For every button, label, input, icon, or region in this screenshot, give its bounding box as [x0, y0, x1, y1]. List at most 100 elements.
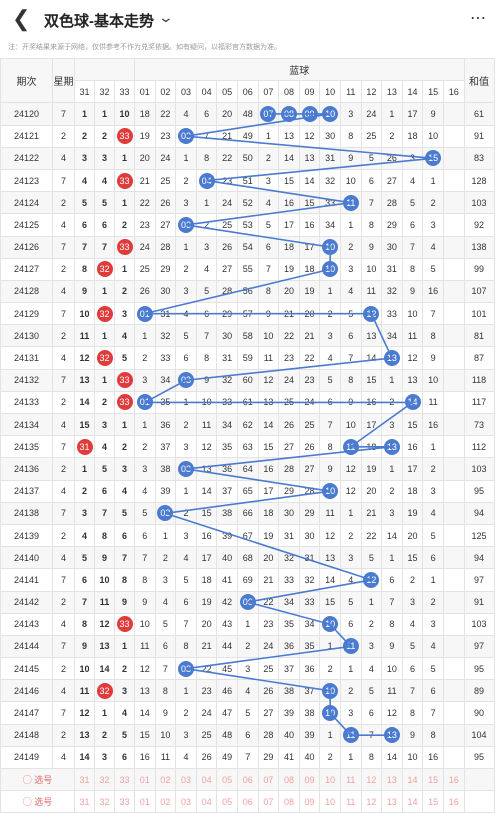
blue-cell: 4 [422, 501, 444, 525]
pick-number[interactable]: 02 [154, 790, 177, 813]
week-cell: 4 [52, 279, 75, 304]
pick-number[interactable]: 31 [74, 767, 95, 792]
pick-number[interactable]: 31 [74, 790, 95, 813]
pick-number[interactable]: 33 [114, 790, 135, 813]
pick-number[interactable]: 04 [195, 767, 218, 792]
pick-row[interactable]: ◯ 选号 31 32 33 01 02 03 04 05 06 07 08 09 10 11 12 13 14 15… [0, 767, 495, 792]
blue-cell: 40 [216, 546, 238, 570]
blue-cell: 39 [216, 523, 238, 548]
pick-number[interactable]: 32 [94, 767, 115, 792]
table-row: 24142 2 7 11 9 9 4 6 19 42 06 22 34 33 15 5 1 7 3 2 91 [0, 590, 495, 614]
pick-number[interactable]: 03 [175, 790, 197, 813]
week-cell: 7 [52, 634, 75, 659]
blue-cell [442, 168, 465, 193]
blue-cell: 16 [134, 745, 156, 770]
period-cell: 24140 [0, 546, 53, 570]
blue-cell [442, 657, 465, 681]
blue-cell: 4 [422, 235, 444, 259]
blue-cell: 18 [401, 479, 424, 503]
pick-number[interactable]: 16 [442, 767, 465, 792]
red-cell: 15 [74, 412, 95, 437]
pick-number[interactable]: 03 [175, 767, 197, 792]
sum-cell: 95 [463, 657, 495, 681]
pick-number[interactable]: 07 [257, 767, 280, 792]
week-cell: 2 [52, 324, 75, 348]
blue-cell: 30 [278, 501, 300, 525]
pick-number[interactable]: 13 [381, 767, 403, 792]
pick-number[interactable]: 14 [401, 790, 424, 813]
pick-number[interactable]: 11 [339, 790, 362, 813]
pick-number[interactable]: 15 [422, 767, 444, 792]
blue-cell: 22 [360, 523, 383, 548]
pick-number[interactable]: 33 [114, 767, 135, 792]
red-col-header: 31 [74, 80, 95, 104]
blue-cell: 27 [257, 701, 280, 725]
blue-cell: 6 [401, 213, 424, 237]
pick-number[interactable]: 12 [360, 790, 383, 813]
blue-cell [442, 590, 465, 614]
blue-cell: 1 [134, 412, 156, 437]
pick-number[interactable]: 14 [401, 767, 424, 792]
period-header[interactable]: 期次 [0, 57, 53, 104]
pick-number[interactable]: 09 [298, 790, 321, 813]
pick-number[interactable]: 05 [216, 790, 238, 813]
pick-label[interactable]: ◯ 选号 [0, 790, 75, 813]
blue-cell: 11 [339, 723, 362, 747]
red-cell: 5 [74, 546, 95, 570]
blue-cell: 26 [216, 235, 238, 259]
pick-number[interactable]: 06 [236, 767, 259, 792]
pick-number[interactable]: 02 [154, 767, 177, 792]
pick-number[interactable]: 04 [195, 790, 218, 813]
chevron-down-icon[interactable]: ⌄ [157, 9, 175, 25]
red-cell: 8 [94, 523, 115, 548]
sum-cell: 104 [463, 723, 495, 747]
blue-cell: 20 [298, 302, 321, 326]
blue-cell: 26 [154, 191, 177, 215]
red-cell: 10 [114, 102, 135, 126]
pick-number[interactable]: 08 [278, 790, 300, 813]
pick-number[interactable]: 10 [319, 767, 341, 792]
red-cell: 4 [74, 168, 95, 193]
blue-cell: 57 [236, 302, 259, 326]
blue-cell: 10 [422, 124, 444, 148]
blue-cell: 19 [257, 523, 280, 548]
pick-label[interactable]: ◯ 选号 [0, 767, 75, 792]
blue-cell: 39 [154, 479, 177, 503]
red-cell: 2 [94, 723, 115, 747]
pick-number[interactable]: 16 [442, 790, 465, 813]
blue-cell: 32 [216, 368, 238, 392]
pick-number[interactable]: 10 [319, 790, 341, 813]
blue-cell: 13 [278, 124, 300, 148]
pick-number[interactable]: 12 [360, 767, 383, 792]
pick-number[interactable]: 01 [134, 790, 156, 813]
pick-number[interactable]: 06 [236, 790, 259, 813]
pick-number[interactable]: 08 [278, 767, 300, 792]
red-cell: 9 [74, 634, 95, 659]
blue-cell: 52 [236, 191, 259, 215]
pick-number[interactable]: 01 [134, 767, 156, 792]
back-icon[interactable]: ❮ [12, 6, 31, 31]
blue-cell: 27 [381, 168, 403, 193]
pick-number[interactable]: 15 [422, 790, 444, 813]
blue-cell: 17 [257, 479, 280, 503]
pick-row[interactable]: ◯ 选号 31 32 33 01 02 03 04 05 06 07 08 09 10 11 12 13 14 15… [0, 790, 495, 813]
blue-ball: 13 [383, 350, 400, 367]
pick-number[interactable]: 07 [257, 790, 280, 813]
blue-cell: 11 [134, 634, 156, 659]
more-icon[interactable]: ⋯ [470, 10, 486, 27]
blue-cell: 2 [381, 479, 403, 503]
blue-cell: 3 [422, 213, 444, 237]
pick-number[interactable]: 11 [339, 767, 362, 792]
blue-cell: 12 [257, 368, 280, 392]
pick-number[interactable]: 05 [216, 767, 238, 792]
pick-number[interactable]: 32 [94, 790, 115, 813]
blue-cell: 11 [360, 279, 383, 304]
blue-col-header: 05 [216, 80, 238, 104]
blue-cell: 1 [422, 568, 444, 592]
table-row: 24143 4 8 12 33 10 5 7 20 43 1 23 35 34 10 6 2 8 4 3 103 [0, 612, 495, 636]
week-cell: 7 [52, 302, 75, 326]
pick-number[interactable]: 13 [381, 790, 403, 813]
blue-cell: 32 [154, 324, 177, 348]
pick-number[interactable]: 09 [298, 767, 321, 792]
blue-cell: 49 [216, 745, 238, 770]
